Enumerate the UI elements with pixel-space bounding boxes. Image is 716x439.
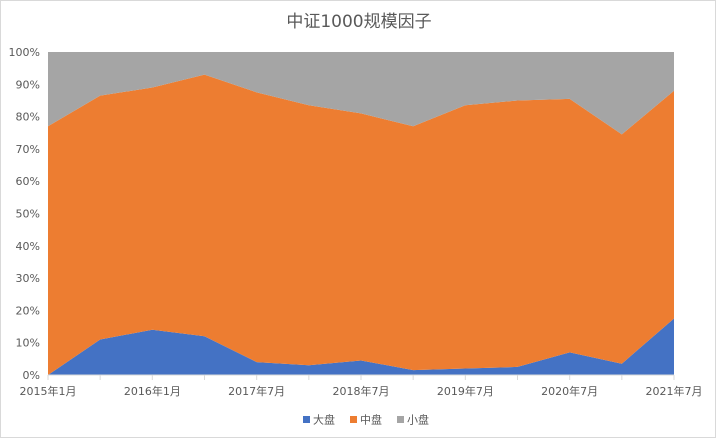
x-tick-label: 2020年7月 — [541, 384, 598, 398]
x-tick-label: 2017年7月 — [228, 384, 285, 398]
legend-swatch-0 — [303, 416, 310, 423]
y-tick-label: 30% — [16, 272, 40, 285]
y-tick-label: 10% — [16, 337, 40, 350]
area-series-2 — [48, 52, 674, 135]
x-axis: 2015年1月 2016年1月 2017年7月 2018年7月 2019年7月 2020年… — [20, 374, 703, 398]
x-tick-label: 2019年7月 — [437, 384, 494, 398]
x-tick-label: 2016年1月 — [124, 384, 181, 398]
area-series-0 — [48, 318, 674, 375]
y-tick-label: 80% — [16, 111, 40, 124]
y-tick-label: 90% — [16, 78, 40, 91]
x-tick-label: 2021年7月 — [646, 384, 703, 398]
legend-swatch-2 — [397, 416, 404, 423]
y-tick-label: 70% — [16, 143, 40, 156]
y-tick-label: 40% — [16, 240, 40, 253]
y-axis: 0% 10% 20% 30% 40% 50% 60% 70% 80% 90% 100% — [9, 46, 40, 382]
legend-label-0: 大盘 — [313, 413, 335, 427]
x-tick-label: 2015年1月 — [20, 384, 77, 398]
legend: 大盘 中盘 小盘 — [303, 413, 429, 427]
y-tick-label: 50% — [16, 208, 40, 221]
y-tick-label: 0% — [23, 369, 40, 382]
chart-title: 中证1000规模因子 — [286, 12, 431, 32]
plot-areas — [48, 52, 674, 376]
legend-label-2: 小盘 — [407, 413, 429, 427]
y-tick-label: 20% — [16, 304, 40, 317]
y-tick-label: 60% — [16, 175, 40, 188]
y-tick-label: 100% — [9, 46, 40, 59]
legend-label-1: 中盘 — [360, 413, 382, 427]
area-series-1 — [48, 74, 674, 376]
x-tick-label: 2018年7月 — [333, 384, 390, 398]
legend-swatch-1 — [350, 416, 357, 423]
